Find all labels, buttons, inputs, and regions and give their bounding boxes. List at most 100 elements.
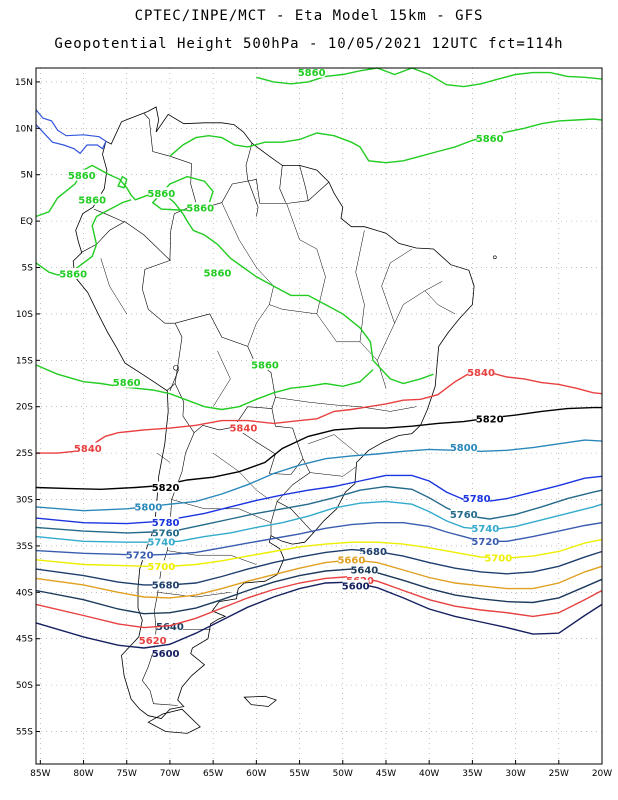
contour-label-5620: 5620 <box>139 636 167 647</box>
contour-label-bg <box>476 412 503 424</box>
contour-label-5800: 5800 <box>134 502 162 513</box>
contour-line-5860 <box>35 164 434 385</box>
lon-tick-label: 85W <box>30 769 50 779</box>
contour-label-bg <box>152 526 179 538</box>
country-border <box>169 369 179 392</box>
lon-tick-label: 55W <box>289 769 309 779</box>
contour-label-bg <box>152 578 179 590</box>
state-border <box>212 452 270 500</box>
contour-line-5840 <box>36 370 603 454</box>
contour-label-5800: 5800 <box>450 443 478 454</box>
state-border <box>247 304 387 389</box>
lat-tick-label: 15S <box>16 356 33 366</box>
contour-label-5860: 5860 <box>59 270 87 281</box>
lon-tick-label: 45W <box>376 769 396 779</box>
contour-label-bg <box>450 508 477 520</box>
lon-tick-label: 40W <box>419 769 439 779</box>
country-border <box>276 458 314 534</box>
contour-label-bg <box>148 560 175 572</box>
lon-tick-label: 35W <box>462 769 482 779</box>
contour-ring-5860 <box>151 175 214 211</box>
contour-label-bg <box>472 522 499 534</box>
contour-label-bg <box>251 358 278 370</box>
state-border <box>309 466 356 477</box>
contour-label-5640: 5640 <box>156 622 184 633</box>
lat-tick-label: 35S <box>16 542 33 552</box>
contour-label-bg <box>230 422 257 434</box>
contour-label-5740: 5740 <box>471 524 499 535</box>
land-boundaries <box>35 106 497 734</box>
country-border <box>233 426 304 475</box>
lat-tick-label: 25S <box>16 449 33 459</box>
contour-line-5640 <box>35 568 603 615</box>
lon-tick-label: 50W <box>333 769 353 779</box>
height-contours: 5860 5860 5860 5860 5860 5860 5860 5860 5860 5860… <box>35 66 603 660</box>
falkland-islands-coastline <box>243 695 278 707</box>
contour-label-bg <box>476 132 503 144</box>
lat-tick-label: 10S <box>16 310 33 320</box>
contour-label-5860: 5860 <box>251 360 279 371</box>
lon-tick-label: 25W <box>549 769 569 779</box>
country-border <box>271 408 304 459</box>
lake-titicaca <box>173 364 179 371</box>
tierra-del-fuego-coastline <box>147 708 201 734</box>
contour-line-5720 <box>35 522 603 556</box>
contour-label-5840: 5840 <box>74 444 102 455</box>
contour-label-5680: 5680 <box>359 547 387 558</box>
lat-tick-label: 45S <box>16 635 33 645</box>
contour-label-5700: 5700 <box>484 553 512 564</box>
contour-label-bg <box>468 366 495 378</box>
contour-label-bg <box>463 492 490 504</box>
map-subtitle: Geopotential Height 500hPa - 10/05/2021 … <box>54 36 564 52</box>
contour-label-5740: 5740 <box>147 538 175 549</box>
contour-line-5860 <box>35 364 374 411</box>
contour-label-5860: 5860 <box>204 269 232 280</box>
country-border <box>123 204 197 261</box>
lon-tick-label: 30W <box>505 769 525 779</box>
country-border <box>299 165 309 201</box>
state-border <box>308 434 361 457</box>
lon-tick-label: 60W <box>246 769 266 779</box>
contour-label-bg <box>126 549 153 561</box>
contour-line-5600 <box>35 581 603 649</box>
contour-label-5860: 5860 <box>186 204 214 215</box>
state-border <box>381 248 413 324</box>
contour-label-bg <box>152 516 179 528</box>
lat-tick-label: 40S <box>16 588 33 598</box>
contour-label-5720: 5720 <box>126 551 154 562</box>
contour-line-5740 <box>35 500 603 543</box>
contour-line-5800 <box>35 439 603 512</box>
contour-label-5820: 5820 <box>476 414 504 425</box>
lat-tick-label: 30S <box>16 496 33 506</box>
axis-labels: 85W 80W 75W 70W 65W 60W 55W 50W 45W 40W 35W 30W 25W 2… <box>15 78 612 779</box>
country-border <box>80 208 125 253</box>
lat-tick-label: 50S <box>16 681 33 691</box>
country-border <box>196 179 330 211</box>
contour-label-bg <box>360 545 387 557</box>
contour-line-5820 <box>35 406 602 491</box>
contour-label-bg <box>351 564 378 576</box>
contour-label-bg <box>60 268 87 280</box>
state-border <box>424 290 456 315</box>
contour-label-bg <box>204 267 231 279</box>
country-border <box>141 259 176 324</box>
state-border <box>212 350 231 407</box>
lat-tick-label: 5N <box>21 171 33 181</box>
contour-label-5760: 5760 <box>450 510 478 521</box>
lat-tick-label: 55S <box>16 728 33 738</box>
contour-label-bg <box>135 500 162 512</box>
contour-label-bg <box>79 193 106 205</box>
contour-label-5600: 5600 <box>152 649 180 660</box>
contour-label-5860: 5860 <box>476 134 504 145</box>
state-border <box>156 452 171 463</box>
contour-label-5860: 5860 <box>147 189 175 200</box>
country-border <box>143 113 197 211</box>
contour-label-bg <box>187 202 214 214</box>
state-border <box>355 230 365 342</box>
contour-label-bg <box>338 553 365 565</box>
lon-tick-label: 70W <box>160 769 180 779</box>
contour-label-bg <box>450 441 477 453</box>
contour-label-bg <box>152 647 179 659</box>
contour-label-5780: 5780 <box>463 494 491 505</box>
